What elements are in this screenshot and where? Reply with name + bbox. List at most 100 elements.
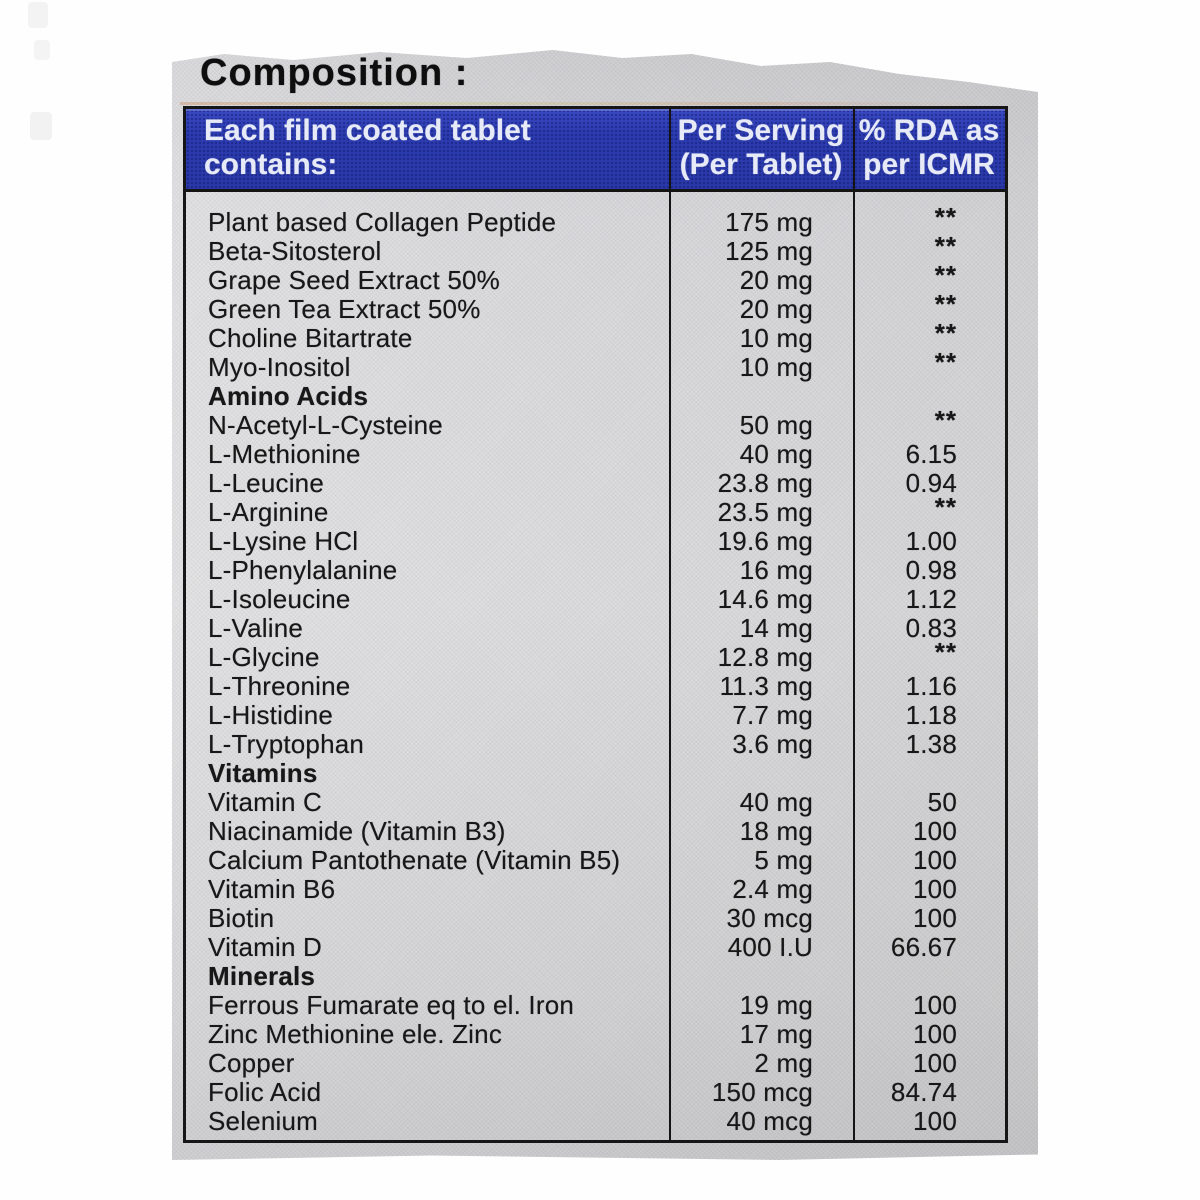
- per-serving-value: 23.8 mg: [717, 468, 813, 498]
- no-rda-asterisks: **: [934, 347, 957, 377]
- rda-value: 0.98: [905, 555, 957, 585]
- ingredient-name: L-Histidine: [208, 700, 334, 730]
- table-row: L-Isoleucine 14.6 mg 1.12: [186, 585, 1005, 614]
- rda-value: **: [853, 406, 1005, 440]
- rda-value: 100: [913, 845, 957, 875]
- rda-value: 1.16: [905, 671, 957, 701]
- rda-value: 0.94: [905, 468, 957, 498]
- ingredient-name: Vitamin B6: [208, 874, 336, 904]
- table-row: Zinc Methionine ele. Zinc 17 mg 100: [186, 1020, 1005, 1049]
- rda-value: 100: [913, 1106, 957, 1136]
- rda-value: 1.38: [905, 729, 957, 759]
- header-line: Each film coated tablet: [204, 114, 531, 147]
- table-row: Minerals: [186, 962, 1005, 991]
- per-serving-value: 19 mg: [739, 990, 813, 1020]
- ingredient-name: Amino Acids: [208, 381, 369, 411]
- header-ingredient-column: Each film coated tablet contains:: [186, 109, 669, 189]
- column-divider: [669, 109, 671, 1140]
- table-row: L-Valine 14 mg 0.83: [186, 614, 1005, 643]
- rda-value: [853, 759, 1005, 788]
- per-serving-value: 400 I.U: [727, 932, 813, 962]
- composition-table: Each film coated tablet contains: Per Se…: [183, 106, 1008, 1143]
- ingredient-name: Ferrous Fumarate eq to el. Iron: [208, 990, 575, 1020]
- ingredient-name: Beta-Sitosterol: [208, 236, 382, 266]
- margin-smudge: [30, 112, 52, 140]
- table-row: Niacinamide (Vitamin B3) 18 mg 100: [186, 817, 1005, 846]
- header-line: % RDA as: [858, 114, 1000, 147]
- table-row: Folic Acid 150 mcg 84.74: [186, 1078, 1005, 1107]
- table-row: Grape Seed Extract 50% 20 mg **: [186, 261, 1005, 295]
- header-line: (Per Tablet): [679, 148, 843, 181]
- ingredient-name: L-Threonine: [208, 671, 351, 701]
- table-header-row: Each film coated tablet contains: Per Se…: [186, 109, 1005, 192]
- ingredient-name: L-Tryptophan: [208, 729, 365, 759]
- no-rda-asterisks: **: [934, 318, 957, 348]
- per-serving-value: 50 mg: [739, 410, 813, 440]
- table-row: Vitamins: [186, 759, 1005, 788]
- rda-value: 100: [913, 874, 957, 904]
- table-row: Beta-Sitosterol 125 mg **: [186, 232, 1005, 266]
- rda-value: 50: [927, 787, 957, 817]
- per-serving-value: 10 mg: [739, 352, 813, 382]
- per-serving-value: 14 mg: [739, 613, 813, 643]
- no-rda-asterisks: **: [934, 637, 957, 667]
- table-row: L-Methionine 40 mg 6.15: [186, 440, 1005, 469]
- table-row: Green Tea Extract 50% 20 mg **: [186, 290, 1005, 324]
- rda-value: 1.00: [905, 526, 957, 556]
- composition-title: Composition :: [200, 52, 469, 94]
- rda-value: **: [853, 638, 1005, 672]
- table-row: L-Lysine HCl 19.6 mg 1.00: [186, 527, 1005, 556]
- table-row: L-Tryptophan 3.6 mg 1.38: [186, 730, 1005, 759]
- table-row: Copper 2 mg 100: [186, 1049, 1005, 1078]
- per-serving-value: 17 mg: [739, 1019, 813, 1049]
- ingredient-name: Vitamin D: [208, 932, 323, 962]
- per-serving-value: [669, 962, 853, 991]
- ingredient-name: Selenium: [208, 1106, 318, 1136]
- table-row: Vitamin D 400 I.U 66.67: [186, 933, 1005, 962]
- rda-value: 6.15: [905, 439, 957, 469]
- margin-smudge: [34, 40, 50, 60]
- ingredient-name: Green Tea Extract 50%: [208, 294, 481, 324]
- ingredient-name: N-Acetyl-L-Cysteine: [208, 410, 443, 440]
- table-row: L-Glycine 12.8 mg **: [186, 638, 1005, 672]
- rda-value: **: [853, 319, 1005, 353]
- per-serving-value: 20 mg: [739, 265, 813, 295]
- ingredient-name: Vitamin C: [208, 787, 323, 817]
- table-row: Amino Acids: [186, 382, 1005, 411]
- per-serving-value: 175 mg: [725, 207, 813, 237]
- rda-value: **: [853, 290, 1005, 324]
- table-row: L-Threonine 11.3 mg 1.16: [186, 672, 1005, 701]
- per-serving-value: 40 mcg: [726, 1106, 813, 1136]
- rda-value: 66.67: [890, 932, 957, 962]
- ingredient-name: L-Valine: [208, 613, 304, 643]
- ingredient-name: Folic Acid: [208, 1077, 322, 1107]
- header-per-serving-column: Per Serving (Per Tablet): [669, 109, 853, 189]
- header-rda-column: % RDA as per ICMR: [853, 109, 1005, 189]
- header-line: contains:: [204, 148, 338, 181]
- table-row: L-Leucine 23.8 mg 0.94: [186, 469, 1005, 498]
- per-serving-value: 150 mcg: [711, 1077, 813, 1107]
- per-serving-value: 12.8 mg: [717, 642, 813, 672]
- no-rda-asterisks: **: [934, 289, 957, 319]
- rda-value: **: [853, 203, 1005, 237]
- per-serving-value: [669, 382, 853, 411]
- no-rda-asterisks: **: [934, 202, 957, 232]
- per-serving-value: 3.6 mg: [732, 729, 813, 759]
- table-row: L-Arginine 23.5 mg **: [186, 493, 1005, 527]
- header-line: per ICMR: [863, 148, 995, 181]
- rda-value: **: [853, 232, 1005, 266]
- per-serving-value: 19.6 mg: [717, 526, 813, 556]
- rda-value: 100: [913, 1048, 957, 1078]
- per-serving-value: 2 mg: [754, 1048, 813, 1078]
- ingredient-name: Choline Bitartrate: [208, 323, 413, 353]
- ingredient-name: Calcium Pantothenate (Vitamin B5): [208, 845, 621, 875]
- rda-value: **: [853, 261, 1005, 295]
- table-row: Vitamin B6 2.4 mg 100: [186, 875, 1005, 904]
- rda-value: [853, 962, 1005, 991]
- table-row: Vitamin C 40 mg 50: [186, 788, 1005, 817]
- table-row: Plant based Collagen Peptide 175 mg **: [186, 203, 1005, 237]
- column-divider: [853, 109, 855, 1140]
- per-serving-value: 11.3 mg: [719, 671, 813, 701]
- margin-smudge: [28, 2, 48, 28]
